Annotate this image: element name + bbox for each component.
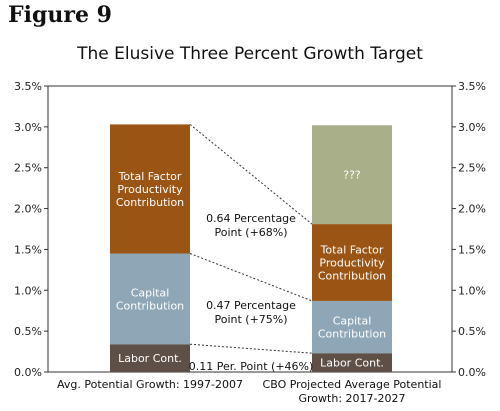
change-annotation: 0.64 Percentage xyxy=(206,212,296,225)
left-tick-label: 0.0% xyxy=(14,366,42,379)
bar-segment xyxy=(110,253,190,345)
change-annotation: 0.11 Per. Point (+46%) xyxy=(189,360,314,373)
segment-label: Total Factor xyxy=(118,170,182,183)
connector-line xyxy=(189,124,313,225)
right-tick-label: 3.0% xyxy=(458,121,486,134)
change-annotation: 0.47 Percentage xyxy=(206,299,296,312)
left-tick-label: 2.5% xyxy=(14,162,42,175)
left-tick-label: 1.5% xyxy=(14,243,42,256)
segment-label: Capital xyxy=(131,286,170,299)
left-tick-label: 3.0% xyxy=(14,121,42,134)
segment-label: Contribution xyxy=(318,328,386,341)
change-annotation: Point (+75%) xyxy=(214,313,287,326)
segment-label: Labor Cont. xyxy=(118,352,182,365)
change-annotation: Point (+68%) xyxy=(214,226,287,239)
bar-segment xyxy=(312,224,392,301)
right-tick-label: 1.5% xyxy=(458,243,486,256)
left-tick-label: 2.0% xyxy=(14,203,42,216)
right-tick-label: 1.0% xyxy=(458,284,486,297)
plot-frame xyxy=(47,85,453,373)
segment-label: Total Factor xyxy=(320,244,384,257)
connector-line xyxy=(189,253,313,302)
bar-segment xyxy=(110,344,190,372)
category-label: Avg. Potential Growth: 1997-2007 xyxy=(57,378,243,391)
segment-label: Contribution xyxy=(318,270,386,283)
right-tick-label: 0.0% xyxy=(458,366,486,379)
right-tick-label: 2.5% xyxy=(458,162,486,175)
category-label: CBO Projected Average Potential xyxy=(263,378,442,391)
left-tick-label: 3.5% xyxy=(14,80,42,93)
right-tick-label: 3.5% xyxy=(458,80,486,93)
chart-title: The Elusive Three Percent Growth Target xyxy=(77,44,423,64)
left-tick-label: 0.5% xyxy=(14,325,42,338)
category-label: Growth: 2017-2027 xyxy=(299,392,406,405)
segment-label: Productivity xyxy=(319,257,385,270)
bar-segment xyxy=(312,353,392,372)
bar-segment xyxy=(110,124,190,254)
segment-label: Contribution xyxy=(116,299,184,312)
left-tick-label: 1.0% xyxy=(14,284,42,297)
segment-label: Labor Cont. xyxy=(320,357,384,370)
segment-label: Productivity xyxy=(117,183,183,196)
segment-label: ??? xyxy=(343,169,361,182)
figure-label: Figure 9 xyxy=(8,2,112,28)
segment-label: Contribution xyxy=(116,196,184,209)
bar-segment xyxy=(312,300,392,354)
right-tick-label: 0.5% xyxy=(458,325,486,338)
right-tick-label: 2.0% xyxy=(458,203,486,216)
bar-segment xyxy=(312,125,392,225)
connector-line xyxy=(189,343,313,354)
segment-label: Capital xyxy=(333,315,372,328)
